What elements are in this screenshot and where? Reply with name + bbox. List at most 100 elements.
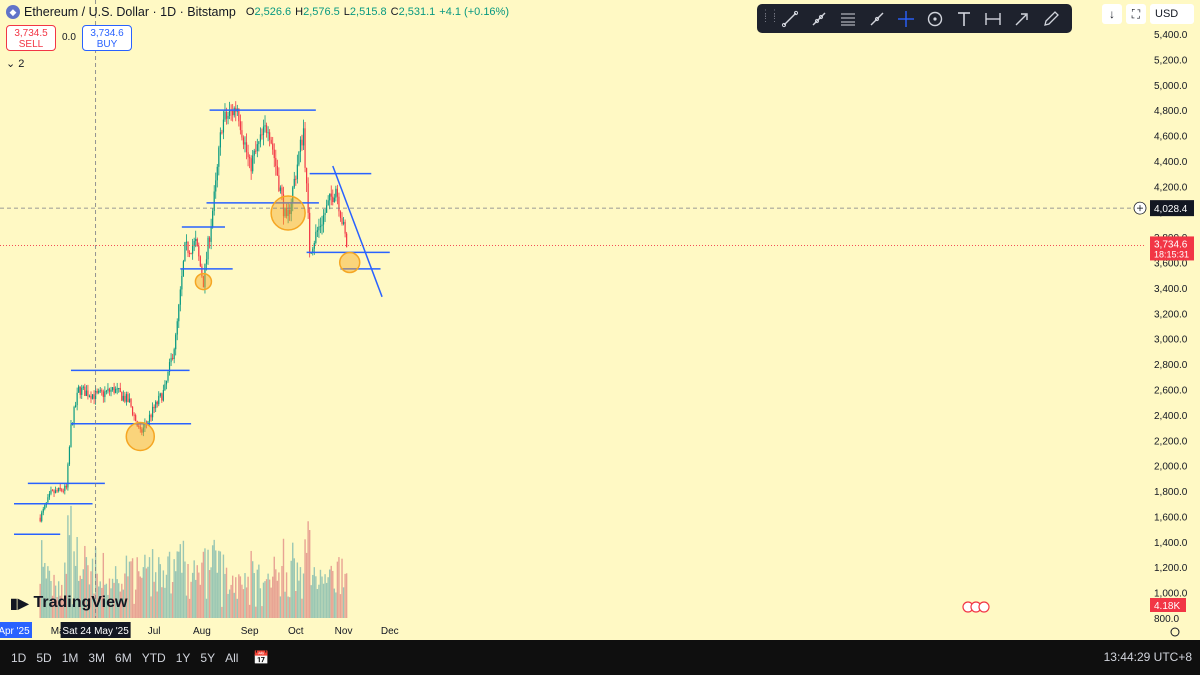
- volume-bar: [195, 579, 197, 618]
- crosshair-date-label: Sat 24 May '25: [62, 626, 129, 637]
- volume-bar: [338, 557, 340, 618]
- text-icon[interactable]: [949, 4, 978, 33]
- volume-bar: [119, 591, 121, 618]
- measure-icon[interactable]: [978, 4, 1007, 33]
- candle-body: [91, 394, 94, 399]
- timeframe-all[interactable]: All: [225, 650, 239, 665]
- volume-bar: [281, 566, 283, 618]
- volume-bar: [292, 542, 294, 618]
- candle-body: [111, 387, 114, 390]
- volume-bar: [65, 573, 68, 618]
- volume-bar: [79, 575, 81, 618]
- volume-bar: [301, 598, 303, 618]
- candle-body: [118, 388, 120, 390]
- volume-bar: [150, 596, 152, 618]
- buy-button[interactable]: 3,734.6 BUY: [82, 25, 132, 51]
- volume-bar: [264, 581, 266, 618]
- scroll-down-icon[interactable]: ↓: [1102, 4, 1122, 24]
- candle-body: [313, 242, 315, 249]
- candle-body: [218, 147, 220, 167]
- timeframe-ytd[interactable]: YTD: [141, 650, 166, 665]
- currency-selector[interactable]: USD: [1150, 4, 1194, 24]
- arrow-icon[interactable]: [1007, 4, 1036, 33]
- calendar-icon[interactable]: 📅: [253, 649, 270, 665]
- candle-body: [287, 209, 289, 217]
- trend-line: [332, 165, 383, 298]
- volume-bar: [188, 598, 191, 618]
- timeframe-5y[interactable]: 5Y: [200, 650, 216, 665]
- candle-body: [81, 387, 83, 395]
- sell-button[interactable]: 3,734.5 SELL: [6, 25, 56, 51]
- candle-body: [261, 134, 263, 136]
- volume-bar: [279, 596, 282, 618]
- volume-value-label: 4.18K: [1154, 601, 1180, 612]
- volume-bar: [187, 563, 189, 618]
- candle-body: [332, 196, 334, 202]
- timeframe-5d[interactable]: 5D: [36, 650, 52, 665]
- y-tick-label: 1,800.0: [1154, 487, 1188, 498]
- candle-body: [327, 200, 329, 206]
- volume-bar: [87, 565, 89, 618]
- pencil-icon[interactable]: [1036, 4, 1065, 33]
- candle-body: [67, 464, 69, 488]
- volume-bar: [202, 551, 205, 618]
- y-tick-label: 5,200.0: [1154, 55, 1188, 66]
- fullscreen-icon[interactable]: ⛶: [1126, 4, 1146, 24]
- timeframe-1y[interactable]: 1Y: [175, 650, 191, 665]
- candle-body: [142, 427, 144, 433]
- candle-body: [307, 183, 309, 213]
- candle-body: [147, 421, 149, 424]
- volume-bar: [241, 584, 243, 618]
- symbol-title[interactable]: Ethereum / U.S. Dollar · 1D · Bitstamp: [24, 5, 236, 19]
- timeframe-3m[interactable]: 3M: [88, 650, 106, 665]
- open-value: 2,526.6: [254, 6, 292, 18]
- candle-body: [336, 188, 338, 197]
- ray-icon[interactable]: [804, 4, 833, 33]
- chart-area[interactable]: 800.0 1,000.0 1,200.0 1,400.0 1,600.0 1,800.0…: [0, 0, 1200, 640]
- timeframe-1d[interactable]: 1D: [11, 650, 27, 665]
- trend-line-icon[interactable]: [775, 4, 804, 33]
- candle-body: [99, 390, 101, 392]
- volume-bar: [98, 586, 100, 618]
- volume-bar: [199, 584, 202, 618]
- candle-body: [207, 237, 209, 260]
- candle-body: [221, 132, 223, 134]
- timeframe-6m[interactable]: 6M: [115, 650, 132, 665]
- volume-bar: [228, 589, 231, 618]
- candle-body: [276, 165, 278, 176]
- y-tick-label: 4,400.0: [1154, 157, 1188, 168]
- candle-body: [51, 490, 54, 492]
- volume-bar: [250, 550, 252, 618]
- indicator-collapse-toggle[interactable]: ⌄ 2: [6, 57, 32, 71]
- timeframe-1m[interactable]: 1M: [61, 650, 79, 665]
- candle-body: [253, 150, 255, 156]
- x-tick-label: May: [51, 626, 70, 637]
- brush-path-icon[interactable]: [862, 4, 891, 33]
- volume-bar: [318, 584, 320, 618]
- candle-body: [329, 193, 331, 201]
- price-chart[interactable]: 800.0 1,000.0 1,200.0 1,400.0 1,600.0 1,800.0…: [0, 0, 1200, 640]
- candle-body: [122, 395, 124, 401]
- sell-label: SELL: [18, 39, 44, 50]
- candle-body: [62, 490, 64, 492]
- volume-bar: [153, 581, 155, 618]
- volume-bar: [262, 582, 265, 618]
- volume-bar: [110, 588, 112, 618]
- volume-bar: [273, 556, 275, 618]
- volume-bar: [184, 561, 186, 618]
- target-icon[interactable]: [920, 4, 949, 33]
- parallel-channel-icon[interactable]: [833, 4, 862, 33]
- drag-handle-icon[interactable]: ⋮⋮ ⋮⋮: [761, 7, 779, 23]
- volume-bar: [105, 583, 108, 618]
- volume-bar: [319, 569, 322, 618]
- candle-body: [181, 275, 183, 290]
- candle-body: [265, 125, 268, 133]
- volume-bar: [225, 567, 228, 618]
- candle-body: [229, 110, 231, 116]
- crosshair-icon[interactable]: [891, 4, 920, 33]
- candle-body: [201, 266, 203, 277]
- close-value: 2,531.1: [398, 6, 436, 18]
- candle-body: [41, 512, 43, 522]
- y-tick-label: 1,600.0: [1154, 512, 1188, 523]
- candle-body: [293, 178, 295, 188]
